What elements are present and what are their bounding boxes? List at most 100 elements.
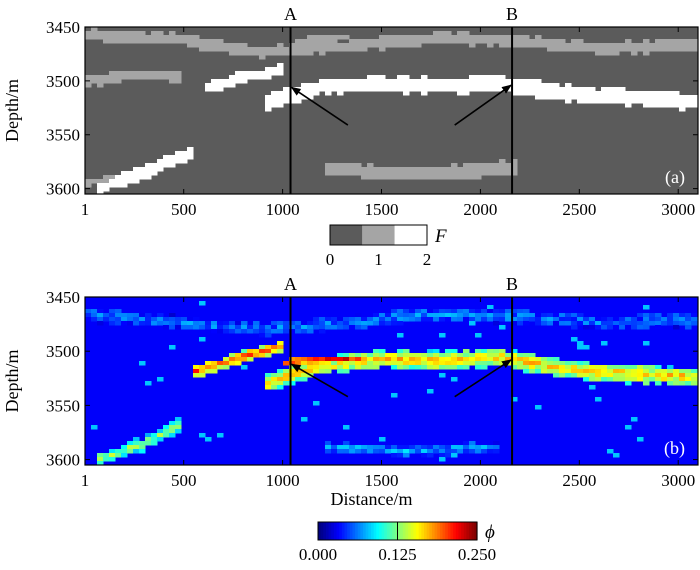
heatmap-cell xyxy=(499,75,506,80)
heatmap-cell xyxy=(283,325,290,330)
heatmap-cell xyxy=(397,317,404,322)
heatmap-cell xyxy=(637,91,644,96)
heatmap-cell xyxy=(337,365,344,370)
heatmap-cell xyxy=(289,95,296,100)
heatmap-cell xyxy=(367,79,374,84)
heatmap-cell xyxy=(439,87,446,92)
colorbar-tick-label: 0.250 xyxy=(458,545,496,564)
heatmap-cell xyxy=(481,87,488,92)
heatmap-cell xyxy=(433,365,440,370)
heatmap-cell xyxy=(145,317,152,322)
heatmap-cell xyxy=(187,317,194,322)
heatmap-cell xyxy=(325,43,332,48)
heatmap-cell xyxy=(397,349,404,354)
heatmap-cell xyxy=(199,433,206,438)
heatmap-cell xyxy=(463,87,470,92)
heatmap-cell xyxy=(553,39,560,44)
heatmap-cell xyxy=(421,317,428,322)
heatmap-cell xyxy=(577,321,584,326)
heatmap-cell xyxy=(529,317,536,322)
heatmap-cell xyxy=(169,163,176,168)
heatmap-cell xyxy=(103,39,110,44)
heatmap-cell xyxy=(439,31,446,36)
heatmap-cell xyxy=(373,43,380,48)
heatmap-cell xyxy=(367,449,374,454)
heatmap-cell xyxy=(517,39,524,44)
heatmap-cell xyxy=(355,87,362,92)
heatmap-cell xyxy=(355,317,362,322)
heatmap-cell xyxy=(691,39,698,44)
heatmap-cell xyxy=(337,87,344,92)
heatmap-cell xyxy=(577,39,584,44)
heatmap-cell xyxy=(91,309,98,314)
heatmap-cell xyxy=(511,353,518,358)
heatmap-cell xyxy=(661,103,668,108)
colorbar-step xyxy=(442,522,446,540)
heatmap-cell xyxy=(463,449,470,454)
colorbar-step xyxy=(413,522,417,540)
heatmap-cell xyxy=(535,39,542,44)
heatmap-cell xyxy=(691,43,698,48)
heatmap-cell xyxy=(403,317,410,322)
heatmap-cell xyxy=(163,321,170,326)
heatmap-cell xyxy=(355,43,362,48)
heatmap-cell xyxy=(109,39,116,44)
heatmap-cell xyxy=(385,167,392,172)
heatmap-cell xyxy=(379,353,386,358)
heatmap-cell xyxy=(163,429,170,434)
heatmap-cell xyxy=(547,91,554,96)
heatmap-cell xyxy=(361,87,368,92)
heatmap-cell xyxy=(265,345,272,350)
heatmap-cell xyxy=(643,377,650,382)
heatmap-cell xyxy=(187,35,194,40)
y-tick-label: 3600 xyxy=(46,180,80,199)
heatmap-cell xyxy=(211,369,218,374)
heatmap-cell xyxy=(439,353,446,358)
heatmap-cell xyxy=(397,83,404,88)
heatmap-cell xyxy=(181,317,188,322)
heatmap-cell xyxy=(427,453,434,458)
heatmap-cell xyxy=(319,365,326,370)
heatmap-cell xyxy=(571,39,578,44)
heatmap-cell xyxy=(325,361,332,366)
heatmap-cell xyxy=(487,317,494,322)
heatmap-cell xyxy=(463,79,470,84)
heatmap-cell xyxy=(223,79,230,84)
heatmap-cell xyxy=(409,39,416,44)
heatmap-cell xyxy=(607,369,614,374)
heatmap-cell xyxy=(133,179,140,184)
heatmap-cell xyxy=(445,361,452,366)
heatmap-cell xyxy=(487,87,494,92)
heatmap-cell xyxy=(373,75,380,80)
heatmap-cell xyxy=(145,381,152,386)
heatmap-cell xyxy=(625,425,632,430)
heatmap-cell xyxy=(379,167,386,172)
heatmap-cell xyxy=(415,445,422,450)
heatmap-cell xyxy=(319,325,326,330)
heatmap-cell xyxy=(109,457,116,462)
heatmap-cell xyxy=(559,47,566,52)
heatmap-cell xyxy=(427,365,434,370)
heatmap-cell xyxy=(325,91,332,96)
heatmap-cell xyxy=(493,317,500,322)
heatmap-cell xyxy=(343,47,350,52)
heatmap-cell xyxy=(469,39,476,44)
heatmap-cell xyxy=(409,313,416,318)
heatmap-cell xyxy=(403,353,410,358)
heatmap-cell xyxy=(685,373,692,378)
colorbar-step xyxy=(318,522,322,540)
heatmap-cell xyxy=(229,79,236,84)
heatmap-cell xyxy=(379,39,386,44)
heatmap-cell xyxy=(169,31,176,36)
heatmap-cell xyxy=(385,321,392,326)
heatmap-cell xyxy=(337,163,344,168)
heatmap-cell xyxy=(619,373,626,378)
heatmap-cell xyxy=(85,317,92,322)
heatmap-cell xyxy=(193,373,200,378)
heatmap-cell xyxy=(175,429,182,434)
heatmap-cell xyxy=(193,39,200,44)
colorbar-tick-label: 1 xyxy=(374,250,383,269)
heatmap-cell xyxy=(289,51,296,56)
heatmap-cell xyxy=(205,83,212,88)
heatmap-cell xyxy=(253,353,260,358)
